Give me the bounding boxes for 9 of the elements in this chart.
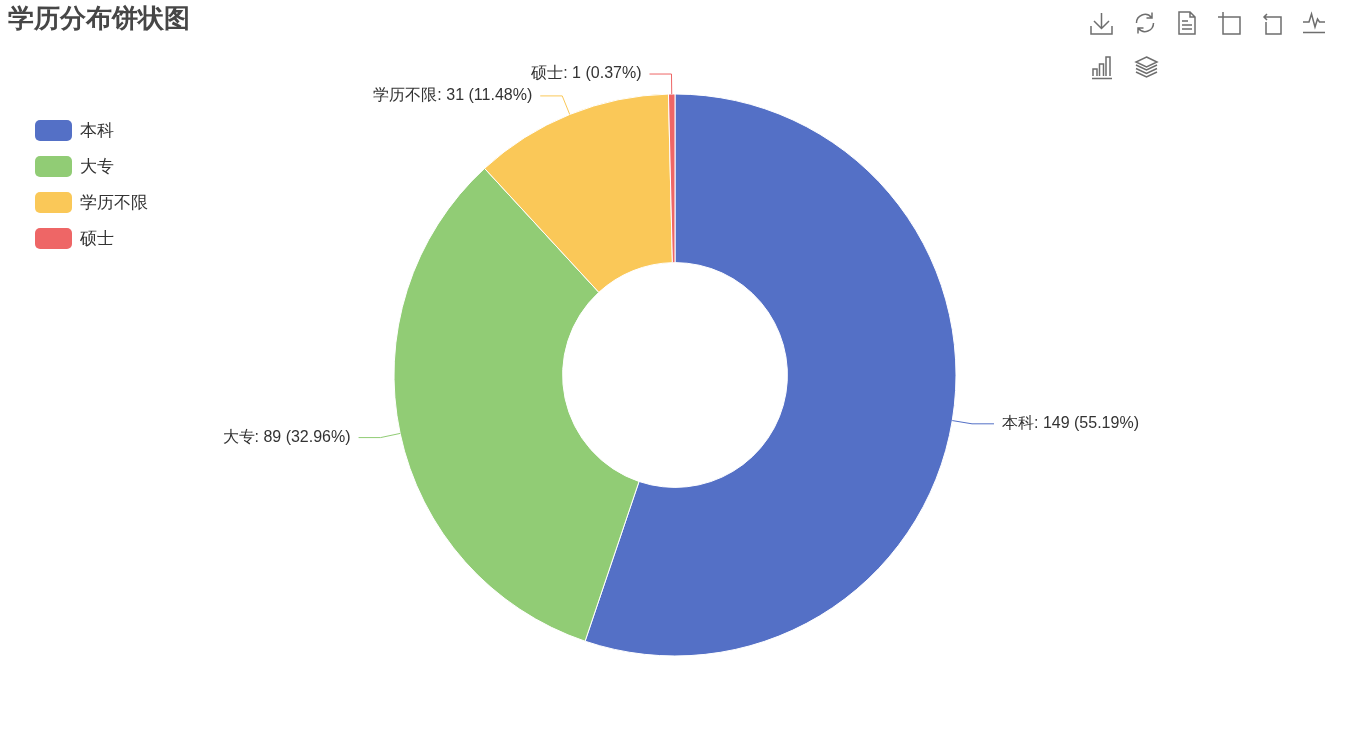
legend-label: 硕士 [79,228,114,248]
data-label: 大专: 89 (32.96%) [222,427,351,445]
legend-label: 学历不限 [80,192,148,212]
data-label: 本科: 149 (55.19%) [1002,414,1139,432]
legend-label: 大专 [80,156,114,176]
data-label: 硕士: 1 (0.37%) [530,64,642,82]
legend-label: 本科 [80,120,114,140]
chart-title: 学历分布饼状图 [8,3,190,34]
data-label: 学历不限: 31 (11.48%) [373,86,533,104]
